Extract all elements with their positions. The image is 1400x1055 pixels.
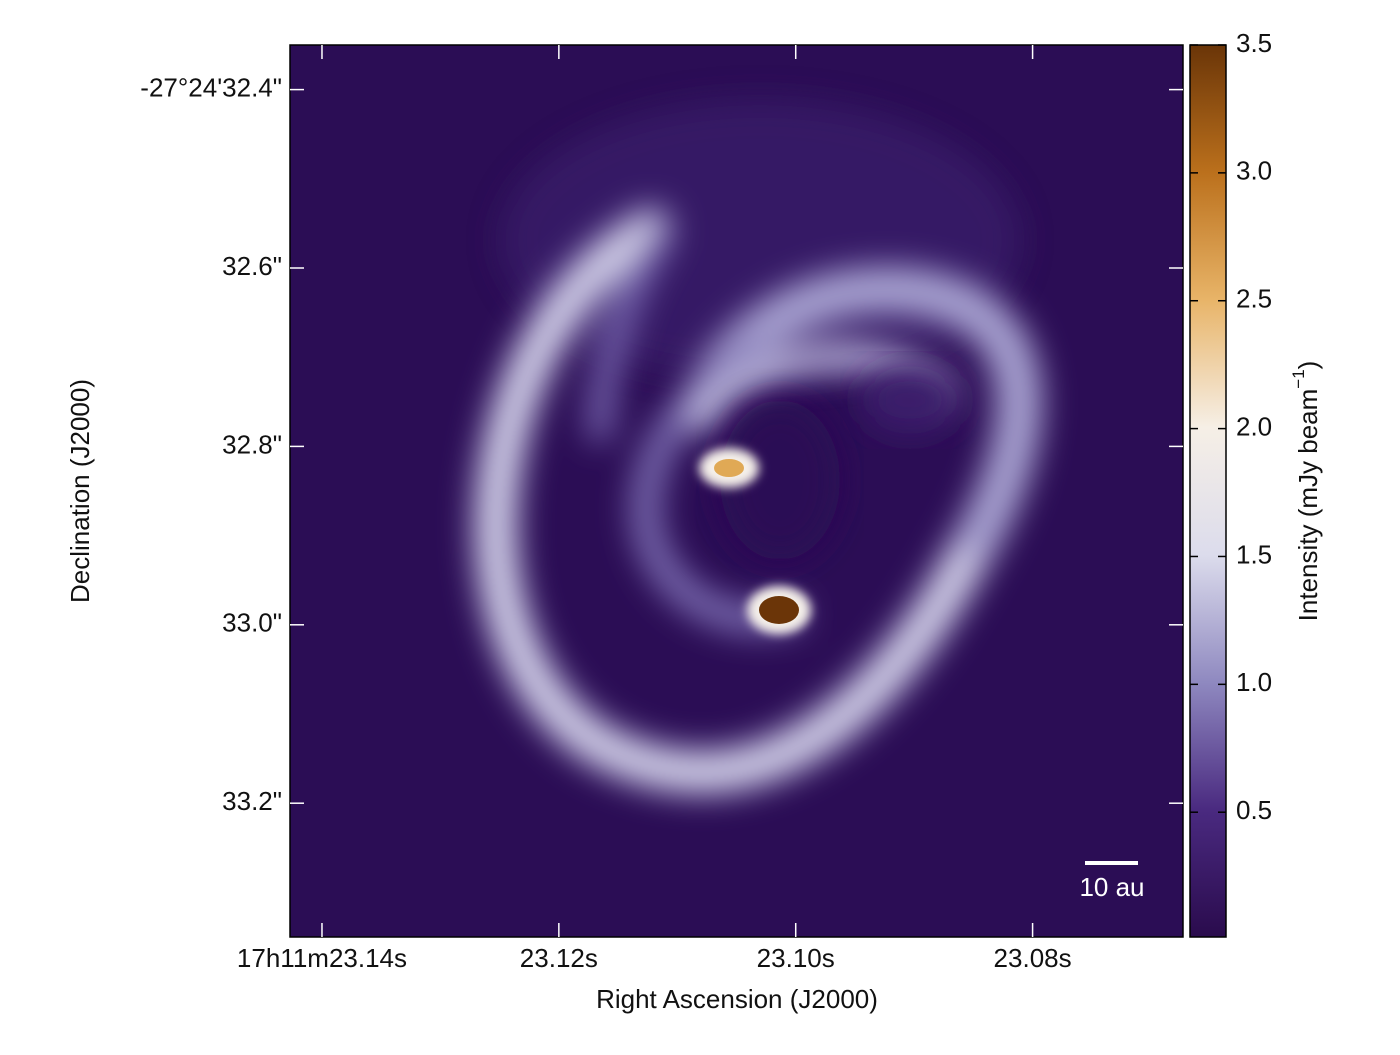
colorbar-label: Intensity (mJy beam−1)	[1289, 361, 1322, 622]
colorbar-tick-label: 2.5	[1236, 284, 1272, 314]
x-tick-label: 23.10s	[757, 943, 835, 973]
y-axis-label: Declination (J2000)	[65, 379, 95, 603]
colorbar-label-end: )	[1293, 361, 1323, 370]
colorbar-tick-label: 3.5	[1236, 28, 1272, 58]
x-axis-label: Right Ascension (J2000)	[596, 984, 878, 1014]
y-tick-label: 32.6"	[222, 251, 282, 281]
x-tick-label: 17h11m23.14s	[237, 943, 407, 973]
colorbar-label-text: Intensity (mJy beam	[1293, 389, 1323, 622]
image	[290, 45, 1183, 937]
colorbar	[1189, 44, 1227, 938]
image-frame	[289, 44, 1184, 938]
colorbar-tick-label: 2.0	[1236, 411, 1272, 441]
colorbar-tick-label: 1.0	[1236, 667, 1272, 697]
colorbar-label-sup: −1	[1289, 369, 1308, 388]
x-tick-label: 23.12s	[520, 943, 598, 973]
x-tick-label: 23.08s	[994, 943, 1072, 973]
y-tick-label: 33.2"	[222, 786, 282, 816]
colorbar-tick-label: 3.0	[1236, 156, 1272, 186]
y-tick-label: -27°24'32.4"	[140, 72, 282, 102]
colorbar-tick-label: 1.5	[1236, 539, 1272, 569]
y-tick-label: 33.0"	[222, 608, 282, 638]
scale-bar-label: 10 au	[1079, 872, 1144, 902]
colorbar-tick-label: 0.5	[1236, 795, 1272, 825]
y-tick-label: 32.8"	[222, 429, 282, 459]
